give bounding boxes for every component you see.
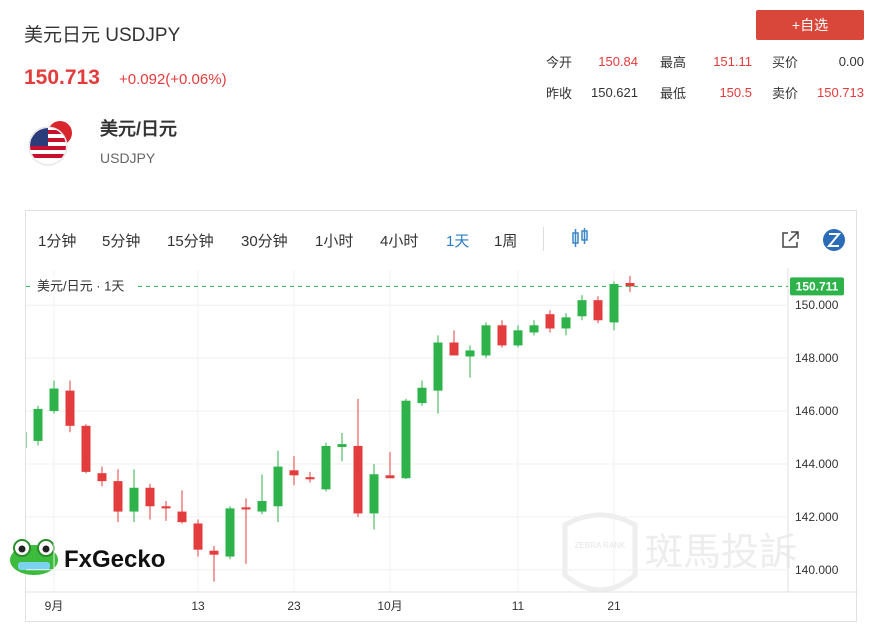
candle-type-button[interactable] bbox=[570, 228, 590, 248]
candle-body bbox=[385, 475, 395, 479]
y-tick-label: 148.000 bbox=[795, 351, 839, 365]
divider bbox=[543, 227, 544, 251]
y-tick-label: 144.000 bbox=[795, 457, 839, 471]
legend-bg bbox=[32, 277, 138, 296]
instrument-code: USDJPY bbox=[100, 150, 156, 166]
candle-body bbox=[65, 390, 75, 426]
candle-body bbox=[449, 342, 459, 356]
candle-body bbox=[577, 300, 587, 317]
candle-body bbox=[273, 466, 283, 507]
candle-body bbox=[81, 425, 91, 472]
stat-label: 昨收 bbox=[546, 86, 573, 101]
stat-value: 150.713 bbox=[817, 85, 864, 100]
candle-body bbox=[529, 325, 539, 333]
interval-tab[interactable]: 1分钟 bbox=[38, 233, 77, 250]
candle-body bbox=[225, 508, 235, 557]
toolbar: 1分钟 5分钟 15分钟 30分钟 1小时 4小时 1天 1周 bbox=[26, 211, 856, 269]
candle-body bbox=[465, 350, 475, 357]
candle-body bbox=[337, 444, 347, 448]
stat-label: 买价 bbox=[772, 55, 799, 70]
candle-body bbox=[145, 487, 155, 507]
stat-label: 卖价 bbox=[772, 86, 799, 101]
candle-body bbox=[177, 511, 187, 523]
watermark: ZEBRA RANK bbox=[575, 541, 626, 550]
x-tick-label: 23 bbox=[287, 599, 301, 613]
candle-body bbox=[33, 408, 43, 441]
candle-body bbox=[305, 477, 315, 480]
y-tick-label: 150.000 bbox=[795, 298, 839, 312]
last-price-tag: 150.711 bbox=[796, 279, 839, 293]
stat-value: 150.5 bbox=[719, 85, 752, 100]
watermark: FxGecko bbox=[64, 546, 165, 573]
title: 美元日元 USDJPY bbox=[24, 25, 181, 46]
gecko-logo bbox=[10, 539, 58, 575]
candle-body bbox=[545, 314, 555, 329]
plot bbox=[26, 270, 788, 592]
candle-body bbox=[593, 300, 603, 321]
x-tick-label: 9月 bbox=[45, 599, 64, 613]
candle-body bbox=[401, 400, 411, 479]
candle-body bbox=[561, 317, 571, 329]
chart-card: 1分钟 5分钟 15分钟 30分钟 1小时 4小时 1天 1周 bbox=[25, 210, 857, 622]
candle-body bbox=[257, 500, 267, 512]
price: 150.713 bbox=[24, 66, 100, 89]
popout-button[interactable] bbox=[780, 230, 800, 250]
chart-legend: 美元/日元 · 1天 bbox=[37, 278, 124, 293]
candle-body bbox=[369, 474, 379, 514]
x-tick-label: 21 bbox=[607, 599, 621, 613]
candle-body bbox=[97, 473, 107, 482]
candle-body bbox=[625, 282, 635, 287]
candle-body bbox=[321, 445, 331, 490]
candle-body bbox=[417, 387, 427, 404]
candle-body bbox=[129, 487, 139, 512]
interval-tab[interactable]: 1天 bbox=[446, 233, 470, 250]
candle-body bbox=[161, 506, 171, 509]
candle-body bbox=[513, 330, 523, 346]
last-price-tag-bg bbox=[790, 277, 844, 296]
y-tick-label: 142.000 bbox=[795, 510, 839, 524]
stat-value: 151.11 bbox=[713, 54, 752, 69]
candle-body bbox=[609, 284, 619, 323]
add-watchlist-button[interactable]: +自选 bbox=[756, 10, 864, 40]
stat-value: 0.00 bbox=[838, 54, 864, 69]
interval-tab[interactable]: 4小时 bbox=[380, 233, 419, 250]
candle-body bbox=[113, 481, 123, 512]
stat-label: 最低 bbox=[660, 86, 687, 101]
x-tick-label: 10月 bbox=[377, 599, 402, 613]
stat-label: 今开 bbox=[546, 55, 573, 70]
candle-body bbox=[26, 432, 27, 449]
candle-body bbox=[49, 388, 59, 412]
stats: 今开 150.84 最高 151.11 买价 0.00 昨收 150.621 最低 150.5 卖… bbox=[546, 46, 864, 108]
change: +0.092(+0.06%) bbox=[119, 71, 227, 88]
interval-tab[interactable]: 1周 bbox=[494, 233, 518, 250]
candle-body bbox=[209, 550, 219, 555]
interval-tab[interactable]: 1小时 bbox=[315, 233, 354, 250]
flag-icon bbox=[28, 121, 72, 166]
candle-body bbox=[433, 342, 443, 391]
watermark: 斑馬投訴 bbox=[645, 532, 797, 574]
x-tick-label: 13 bbox=[191, 599, 205, 613]
candle-body bbox=[193, 523, 203, 550]
stat-value: 150.621 bbox=[591, 85, 638, 100]
candle-body bbox=[497, 325, 507, 346]
settings-button[interactable] bbox=[822, 228, 846, 252]
candle-body bbox=[289, 470, 299, 476]
candle-body bbox=[481, 325, 491, 356]
y-tick-label: 140.000 bbox=[795, 563, 839, 577]
candle-body bbox=[353, 445, 363, 514]
interval-tab[interactable]: 30分钟 bbox=[241, 233, 288, 250]
interval-tab[interactable]: 15分钟 bbox=[167, 233, 214, 250]
x-tick-label: 11 bbox=[512, 599, 525, 613]
y-tick-label: 146.000 bbox=[795, 404, 839, 418]
interval-tab[interactable]: 5分钟 bbox=[102, 233, 141, 250]
stat-label: 最高 bbox=[660, 55, 687, 70]
instrument-name: 美元/日元 bbox=[100, 119, 178, 139]
candle-body bbox=[241, 507, 251, 510]
stat-value: 150.84 bbox=[598, 54, 638, 69]
watermark-logo bbox=[562, 512, 638, 593]
